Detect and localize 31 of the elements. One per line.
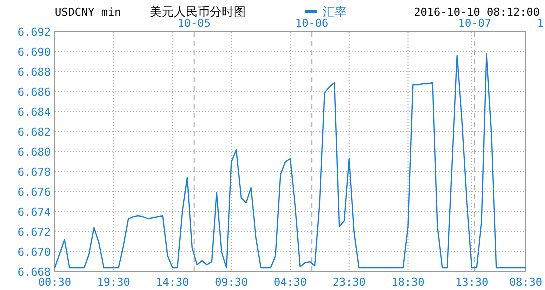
y-tick-label: 6.682 (18, 126, 51, 139)
y-tick-label: 6.686 (18, 86, 51, 99)
y-tick-label: 6.690 (18, 46, 51, 59)
text: 2016-10-10 08:12:00 (414, 6, 540, 19)
y-tick-label: 6.684 (18, 106, 52, 119)
x-tick-label: 19:30 (97, 276, 130, 289)
line-series (54, 53, 527, 269)
text: 10-05 (178, 17, 211, 30)
y-tick-label: 6.688 (18, 66, 51, 79)
y-tick-label: 6.674 (18, 206, 52, 219)
y-tick-label: 6.676 (18, 186, 51, 199)
x-tick-label: 23:30 (332, 276, 366, 289)
x-tick-label: 04:30 (274, 276, 308, 289)
y-tick-label: 6.672 (18, 226, 51, 239)
text: 10-07 (458, 17, 492, 30)
x-tick-label: 13:30 (455, 276, 489, 289)
y-tick-label: 6.670 (18, 246, 51, 259)
y-tick-label: 6.668 (18, 266, 51, 279)
chart-title: 美元人民币分时图 (150, 5, 246, 19)
text: 10-06 (296, 17, 329, 30)
text: 1 (537, 17, 544, 30)
x-tick-label: 14:30 (156, 276, 190, 289)
y-tick-label: 6.678 (18, 166, 51, 179)
x-tick-label: 08:30 (509, 276, 543, 289)
y-tick-label: 6.692 (18, 26, 51, 39)
x-tick-label: 09:30 (215, 276, 248, 289)
x-tick-label: 18:30 (392, 276, 425, 289)
legend-label: 汇率 (323, 5, 347, 19)
chart-subtitle: USDCNY min (55, 6, 122, 19)
y-tick-label: 6.680 (18, 146, 51, 159)
x-tick-label: 00:30 (38, 276, 72, 289)
